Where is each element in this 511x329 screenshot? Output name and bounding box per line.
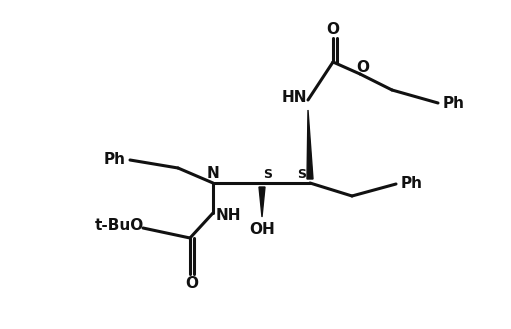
- Text: NH: NH: [215, 208, 241, 222]
- Text: OH: OH: [249, 221, 275, 237]
- Text: Ph: Ph: [104, 153, 126, 167]
- Text: Ph: Ph: [443, 95, 465, 111]
- Polygon shape: [259, 187, 265, 217]
- Text: HN: HN: [281, 90, 307, 106]
- Text: O: O: [185, 276, 198, 291]
- Text: S: S: [264, 167, 272, 181]
- Text: N: N: [206, 166, 219, 182]
- Text: O: O: [357, 60, 369, 74]
- Polygon shape: [307, 110, 313, 179]
- Text: O: O: [327, 21, 339, 37]
- Text: S: S: [297, 167, 307, 181]
- Text: Ph: Ph: [401, 176, 423, 191]
- Text: t-BuO: t-BuO: [95, 218, 144, 234]
